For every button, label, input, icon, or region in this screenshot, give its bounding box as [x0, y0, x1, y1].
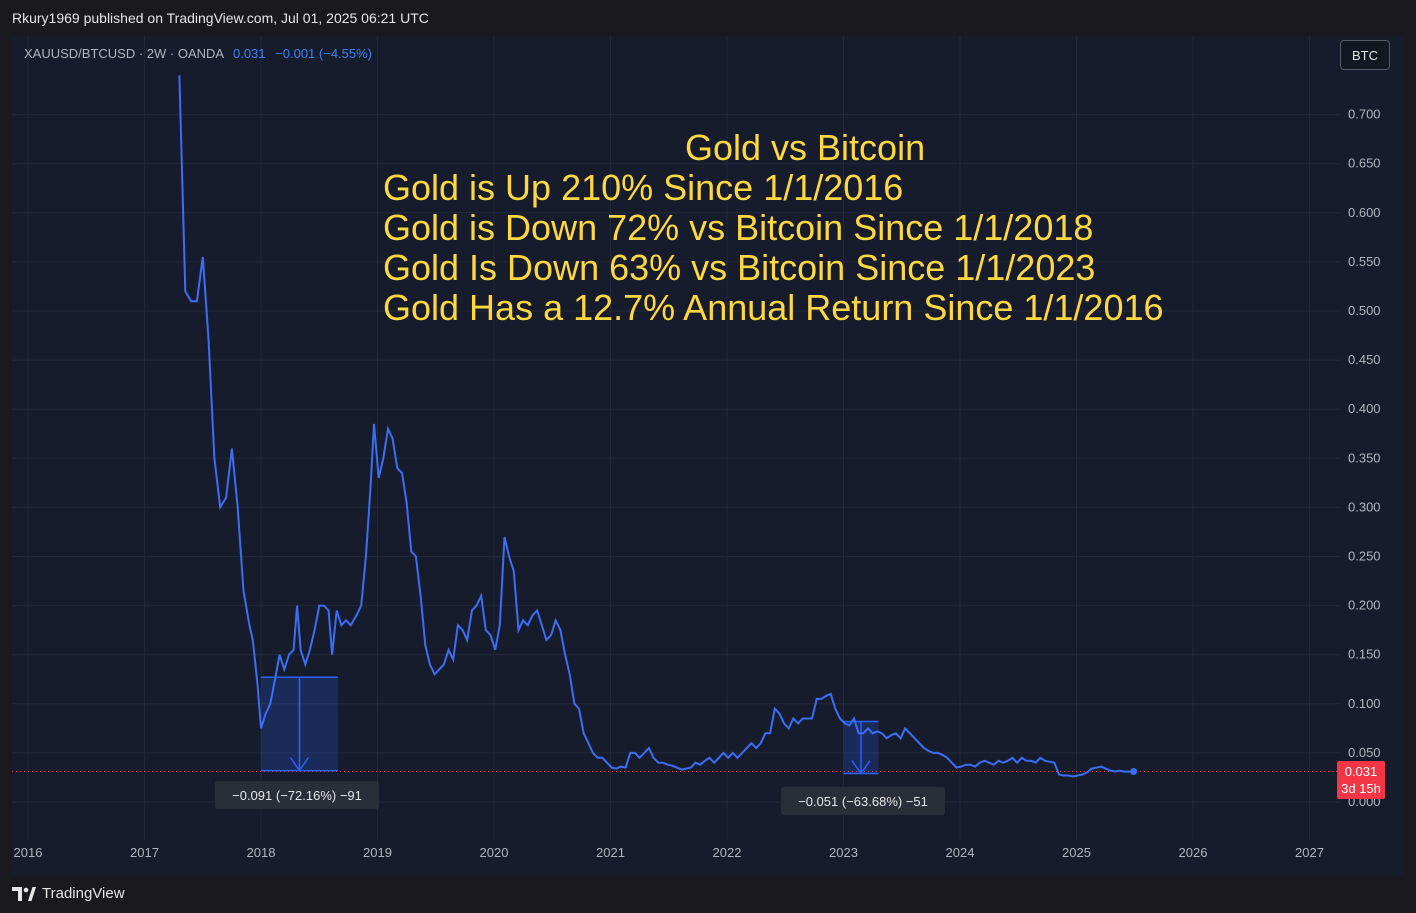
footer-brand: TradingView [42, 885, 125, 902]
y-tick-label: 0.250 [1348, 549, 1381, 564]
x-tick-label: 2023 [829, 845, 858, 860]
x-tick-label: 2025 [1062, 845, 1091, 860]
y-tick-label: 0.400 [1348, 401, 1381, 416]
y-tick-label: 0.550 [1348, 254, 1381, 269]
publish-info: Rkury1969 published on TradingView.com, … [12, 10, 429, 26]
y-tick-label: 0.650 [1348, 156, 1381, 171]
annotation-line-3: Gold Is Down 63% vs Bitcoin Since 1/1/20… [383, 247, 1096, 288]
y-tick-label: 0.700 [1348, 107, 1381, 122]
last-price-badge: 0.031 3d 15h [1337, 761, 1385, 799]
x-tick-label: 2019 [363, 845, 392, 860]
x-tick-label: 2027 [1295, 845, 1324, 860]
symbol-change: −0.001 (−4.55%) [275, 46, 373, 61]
annotation-line-4: Gold Has a 12.7% Annual Return Since 1/1… [383, 287, 1164, 328]
y-tick-label: 0.150 [1348, 647, 1381, 662]
measure-arrow-head [289, 757, 310, 772]
tradingview-logo-icon [12, 886, 36, 901]
y-tick-label: 0.600 [1348, 205, 1381, 220]
publish-bar: Rkury1969 published on TradingView.com, … [0, 0, 1416, 36]
y-tick-label: 0.350 [1348, 450, 1381, 465]
series-line [178, 75, 1134, 778]
chart-panel[interactable] [12, 36, 1404, 876]
y-tick-label: 0.100 [1348, 696, 1381, 711]
x-tick-label: 2021 [596, 845, 625, 860]
y-tick-label: 0.050 [1348, 745, 1381, 760]
x-tick-label: 2024 [946, 845, 975, 860]
last-price-value: 0.031 [1344, 764, 1378, 779]
symbol-legend[interactable]: XAUUSD/BTCUSD · 2W · OANDA 0.031 −0.001 … [24, 46, 372, 61]
measure-tooltip-2: −0.051 (−63.68%) −51 [781, 787, 945, 815]
x-tick-label: 2020 [480, 845, 509, 860]
y-tick-label: 0.500 [1348, 303, 1381, 318]
footer: TradingView [0, 876, 1416, 913]
x-tick-label: 2018 [247, 845, 276, 860]
x-tick-label: 2017 [130, 845, 159, 860]
x-tick-label: 2022 [713, 845, 742, 860]
annotation-title: Gold vs Bitcoin [685, 127, 926, 168]
currency-button[interactable]: BTC [1340, 40, 1390, 70]
last-point-marker [1130, 768, 1138, 776]
measure-arrow-head [851, 760, 871, 775]
x-tick-label: 2016 [14, 845, 43, 860]
y-tick-label: 0.200 [1348, 598, 1381, 613]
annotation-line-1: Gold is Up 210% Since 1/1/2016 [383, 167, 904, 208]
symbol-last-value: 0.031 [232, 46, 266, 61]
symbol-label: XAUUSD/BTCUSD · 2W · OANDA [24, 46, 224, 61]
x-tick-label: 2026 [1179, 845, 1208, 860]
tradingview-logo[interactable]: TradingView [12, 885, 125, 902]
annotation-line-2: Gold is Down 72% vs Bitcoin Since 1/1/20… [383, 207, 1094, 248]
measure-tooltip-1: −0.091 (−72.16%) −91 [215, 781, 379, 809]
y-tick-label: 0.450 [1348, 352, 1381, 367]
y-tick-label: 0.300 [1348, 499, 1381, 514]
bar-countdown: 3d 15h [1341, 781, 1381, 796]
